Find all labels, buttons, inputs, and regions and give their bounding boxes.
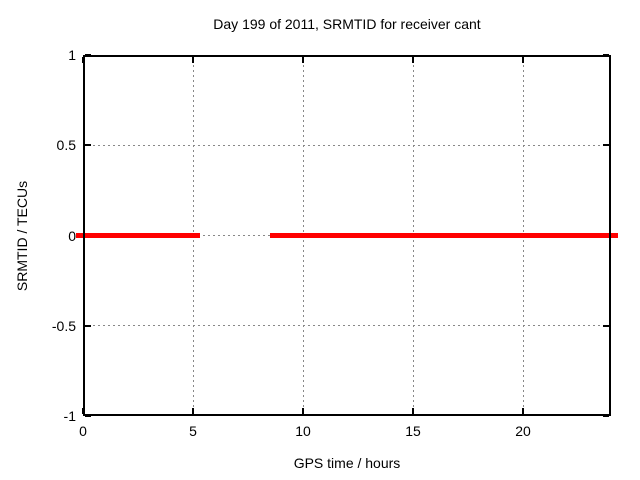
x-tick-label: 0 — [79, 423, 87, 439]
x-axis-label: GPS time / hours — [293, 455, 401, 471]
x-tick-mark — [412, 408, 414, 414]
x-tick-mark — [302, 57, 304, 63]
x-tick-label: 10 — [295, 423, 311, 439]
data-line-segment — [76, 233, 200, 238]
y-tick-mark — [603, 324, 609, 327]
x-tick-mark — [522, 57, 524, 63]
y-tick-mark — [603, 415, 609, 417]
x-tick-label: 15 — [405, 423, 421, 439]
x-tick-mark — [192, 408, 194, 414]
x-tick-label: 5 — [189, 423, 197, 439]
y-tick-mark — [85, 144, 91, 147]
x-tick-mark — [192, 57, 194, 63]
y-tick-mark — [85, 415, 91, 417]
x-tick-label: 20 — [515, 423, 531, 439]
x-tick-mark — [522, 408, 524, 414]
y-gridline — [83, 325, 611, 327]
plot-area — [76, 54, 618, 417]
y-tick-mark — [603, 144, 609, 147]
x-tick-mark — [302, 408, 304, 414]
series-layer — [76, 55, 618, 416]
y-tick-label: -1 — [63, 408, 76, 424]
y-tick-label: -0.5 — [51, 317, 76, 334]
y-gridline — [83, 144, 611, 146]
data-line-segment — [270, 233, 618, 238]
y-tick-label: 0.5 — [56, 137, 76, 154]
chart-title: Day 199 of 2011, SRMTID for receiver can… — [213, 16, 481, 32]
x-tick-mark — [412, 57, 414, 63]
y-tick-label: 0 — [68, 227, 76, 244]
y-tick-mark — [85, 324, 91, 327]
y-tick-label: 1 — [68, 47, 76, 63]
